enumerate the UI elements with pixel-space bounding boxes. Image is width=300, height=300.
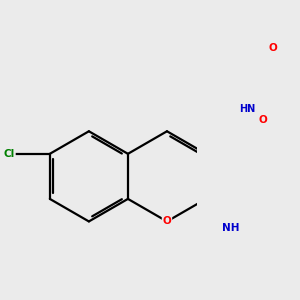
Text: NH: NH [222, 223, 240, 233]
Text: O: O [269, 43, 278, 53]
Text: O: O [259, 115, 268, 125]
Text: O: O [163, 216, 171, 226]
Text: Cl: Cl [4, 149, 15, 159]
Text: HN: HN [239, 104, 256, 114]
